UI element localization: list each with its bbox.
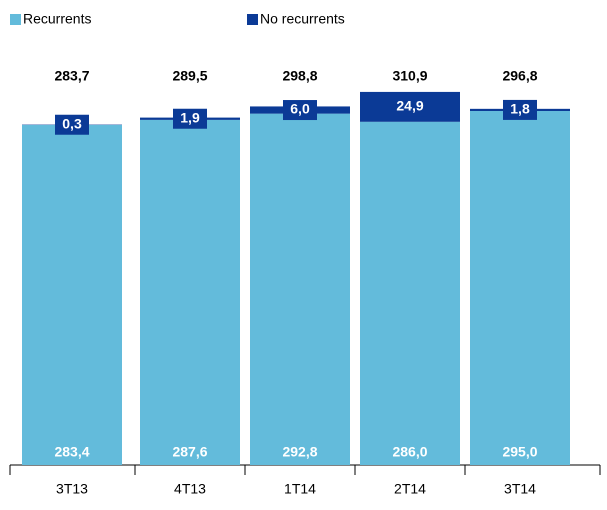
value-label-box [173,108,207,129]
value-label: 1,8 [510,101,530,117]
x-tick-label: 3T13 [56,481,88,497]
bar-segment [470,111,570,465]
total-label: 289,5 [172,68,207,84]
value-label: 287,6 [172,444,207,460]
total-label: 298,8 [282,68,317,84]
value-label: 6,0 [290,101,310,117]
value-label: 24,9 [396,98,423,114]
legend-swatch [247,14,258,25]
x-tick-label: 3T14 [504,481,536,497]
legend-label: Recurrents [23,11,91,27]
bar-segment [22,124,122,466]
value-label: 295,0 [502,444,537,460]
value-label: 286,0 [392,444,427,460]
total-label: 283,7 [54,68,89,84]
value-label: 283,4 [54,444,89,460]
x-tick-label: 4T13 [174,481,206,497]
legend-label: No recurrents [260,11,345,27]
total-label: 310,9 [392,68,427,84]
total-label: 296,8 [502,68,537,84]
bar-segment [360,121,460,466]
x-tick-label: 1T14 [284,481,316,497]
value-label-box [503,99,537,120]
value-label-box [283,100,317,121]
value-label-box [55,114,89,135]
bar-segment [250,113,350,465]
value-label: 1,9 [180,109,200,125]
x-tick-label: 2T14 [394,481,426,497]
value-label: 292,8 [282,444,317,460]
bar-segment [140,119,240,465]
value-label: 0,3 [62,115,82,131]
legend-swatch [10,14,21,25]
value-label-box [393,96,427,117]
